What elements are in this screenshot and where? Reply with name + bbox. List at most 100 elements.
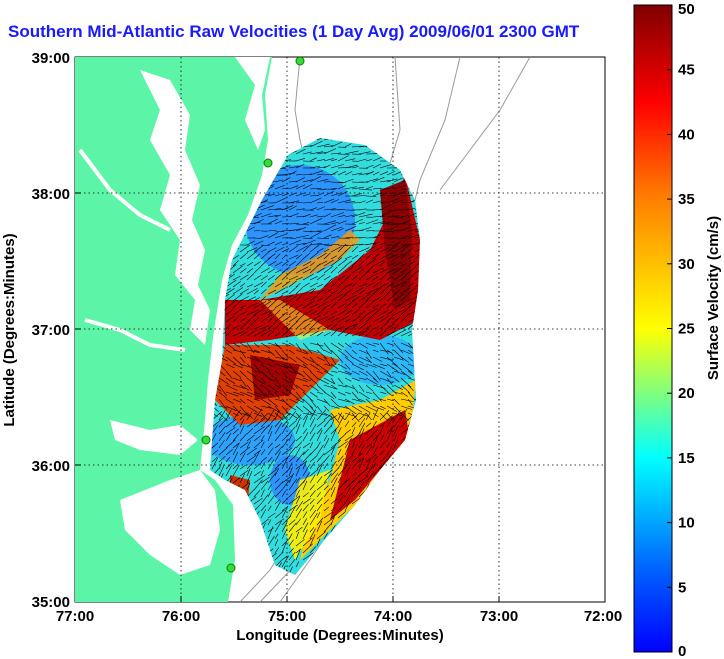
velocity-vector [379, 310, 389, 316]
velocity-vector [351, 458, 361, 470]
velocity-vector [344, 377, 352, 382]
velocity-vector [358, 349, 370, 355]
velocity-vector [351, 254, 359, 260]
velocity-vector [239, 305, 246, 309]
velocity-vector [323, 316, 335, 323]
velocity-vector [372, 465, 382, 477]
radar-station-marker [263, 158, 273, 168]
velocity-vector [337, 171, 346, 176]
velocity-vector [316, 302, 327, 309]
velocity-vector [267, 468, 278, 477]
velocity-vector [253, 398, 260, 402]
velocity-vector [316, 429, 323, 442]
velocity-vector [344, 318, 351, 323]
velocity-vector [288, 412, 298, 419]
velocity-vector [246, 273, 255, 281]
velocity-vector [358, 405, 370, 413]
velocity-vector [253, 439, 264, 449]
velocity-vector [281, 438, 289, 449]
velocity-vector [372, 462, 376, 470]
velocity-vector [393, 370, 406, 375]
velocity-vector [330, 370, 338, 373]
velocity-vector [239, 446, 250, 456]
velocity-vector [281, 370, 288, 378]
velocity-vector [260, 413, 268, 421]
velocity-vector [253, 307, 266, 316]
velocity-vector [400, 194, 414, 197]
velocity-vector [323, 469, 333, 477]
velocity-vector [337, 278, 347, 288]
velocity-vector [239, 433, 247, 442]
velocity-vector [323, 506, 330, 512]
velocity-vector [393, 363, 402, 371]
velocity-vector [302, 522, 309, 533]
velocity-vector [330, 342, 343, 351]
velocity-vector [358, 261, 364, 267]
velocity-vector [295, 223, 310, 226]
velocity-vector [400, 268, 407, 274]
velocity-vector [309, 363, 320, 371]
x-tick-label: 74:00 [374, 608, 412, 625]
velocity-vector [218, 377, 230, 385]
velocity-vector [274, 214, 282, 218]
velocity-vector [288, 548, 294, 554]
velocity-vector [281, 419, 289, 428]
velocity-vector [218, 405, 229, 409]
velocity-vector [309, 370, 319, 380]
velocity-vector [295, 446, 301, 456]
velocity-vector [295, 489, 300, 498]
velocity-vector [337, 377, 344, 385]
velocity-vector [281, 405, 291, 416]
velocity-vector [274, 322, 282, 330]
velocity-vector [379, 440, 387, 449]
velocity-vector [358, 370, 368, 376]
velocity-vector [267, 484, 272, 491]
velocity-vector [344, 493, 351, 505]
velocity-vector [365, 324, 372, 330]
velocity-vector [232, 384, 246, 390]
velocity-vector [260, 441, 265, 449]
velocity-vector [323, 158, 334, 162]
velocity-vector [309, 528, 316, 540]
velocity-vector [232, 342, 240, 348]
velocity-vector [351, 412, 360, 423]
velocity-vector [246, 454, 257, 463]
velocity-vector [372, 297, 381, 302]
velocity-vector [337, 370, 352, 375]
velocity-vector [372, 241, 380, 246]
velocity-vector [316, 419, 326, 428]
map-grid [75, 57, 605, 602]
velocity-vector [302, 498, 311, 505]
velocity-vector [316, 503, 323, 512]
velocity-vector [365, 245, 377, 253]
colorbar-label: Surface Velocity (cm/s) [705, 216, 722, 380]
velocity-vector [295, 477, 301, 484]
velocity-vector [309, 214, 318, 218]
x-tick-label: 75:00 [268, 608, 306, 625]
velocity-vector [288, 185, 299, 190]
velocity-vector [267, 431, 273, 442]
velocity-vector [344, 460, 350, 470]
velocity-vector [337, 412, 346, 421]
velocity-vector [295, 266, 309, 274]
velocity-vector [295, 254, 303, 260]
velocity-vector [281, 294, 294, 302]
velocity-vector [288, 320, 298, 330]
velocity-vector [288, 505, 297, 519]
velocity-vector [295, 303, 303, 309]
velocity-vector [246, 391, 260, 397]
velocity-vector [288, 454, 297, 463]
velocity-vector [225, 299, 237, 309]
velocity-vector [295, 282, 301, 288]
velocity-vector [344, 434, 354, 442]
velocity-vector [267, 519, 272, 526]
velocity-vector [365, 242, 376, 246]
velocity-vector [309, 384, 319, 392]
velocity-vector [386, 342, 393, 346]
velocity-vector [239, 342, 248, 348]
velocity-vector [309, 165, 321, 169]
velocity-vector [225, 279, 237, 288]
velocity-vector [274, 433, 282, 442]
velocity-vector [302, 323, 311, 330]
velocity-vector [365, 356, 373, 364]
